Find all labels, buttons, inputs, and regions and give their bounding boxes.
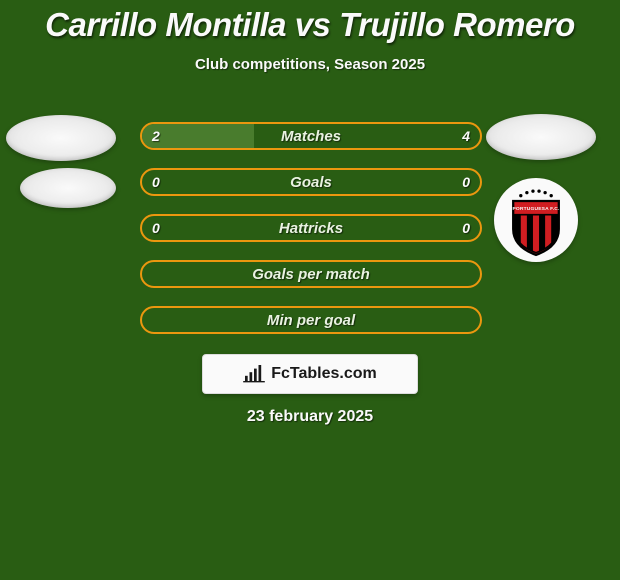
stat-value-right: 4 [462, 128, 470, 144]
stat-label: Goals [290, 174, 332, 191]
player1-logo-slot [6, 115, 116, 161]
svg-text:PORTUGUESA F.C.: PORTUGUESA F.C. [512, 206, 560, 212]
bar-chart-icon [243, 365, 265, 383]
team-crest: PORTUGUESA F.C. [494, 178, 578, 262]
stat-row: Goals per match [140, 260, 482, 288]
subtitle: Club competitions, Season 2025 [0, 56, 620, 73]
stat-value-left: 0 [152, 174, 160, 190]
stat-label: Goals per match [252, 266, 370, 283]
player2-logo-slot [20, 168, 116, 208]
stat-value-left: 2 [152, 128, 160, 144]
stat-value-left: 0 [152, 220, 160, 236]
stat-row: 0 Hattricks 0 [140, 214, 482, 242]
comparison-card: Carrillo Montilla vs Trujillo Romero Clu… [0, 0, 620, 580]
brand-box[interactable]: FcTables.com [202, 354, 418, 394]
stat-row: 0 Goals 0 [140, 168, 482, 196]
stat-pill: 0 Hattricks 0 [140, 214, 482, 242]
brand-text: FcTables.com [271, 365, 377, 383]
stat-label: Matches [281, 128, 341, 145]
stat-pill: Goals per match [140, 260, 482, 288]
stat-label: Min per goal [267, 312, 355, 329]
stat-value-right: 0 [462, 220, 470, 236]
stat-row: Min per goal [140, 306, 482, 334]
stat-row: 2 Matches 4 [140, 122, 482, 150]
stat-value-right: 0 [462, 174, 470, 190]
stat-label: Hattricks [279, 220, 343, 237]
stat-pill: 0 Goals 0 [140, 168, 482, 196]
team-crest-svg: PORTUGUESA F.C. [498, 182, 574, 258]
page-title: Carrillo Montilla vs Trujillo Romero [0, 0, 620, 44]
player3-logo-slot [486, 114, 596, 160]
stats-rows: 2 Matches 4 0 Goals 0 0 Hattricks 0 Goals per mat… [140, 122, 482, 352]
stat-pill: 2 Matches 4 [140, 122, 482, 150]
date-text: 23 february 2025 [0, 408, 620, 426]
stat-pill: Min per goal [140, 306, 482, 334]
